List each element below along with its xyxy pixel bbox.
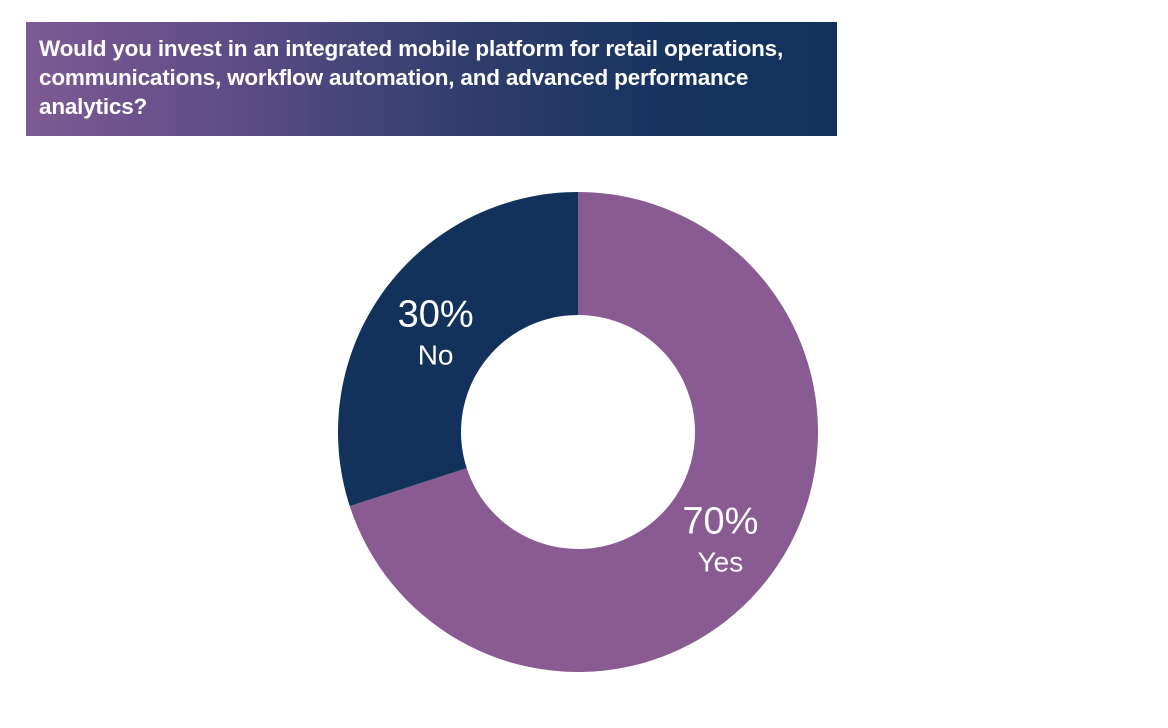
slice-category-label-yes: Yes bbox=[698, 546, 744, 577]
slice-value-label-yes: 70% bbox=[682, 500, 758, 542]
donut-slice-yes bbox=[349, 192, 818, 672]
chart-title: Would you invest in an integrated mobile… bbox=[26, 22, 837, 136]
slice-value-label-no: 30% bbox=[398, 294, 474, 336]
donut-slice-no bbox=[337, 192, 578, 507]
slice-category-label-no: No bbox=[418, 340, 454, 371]
